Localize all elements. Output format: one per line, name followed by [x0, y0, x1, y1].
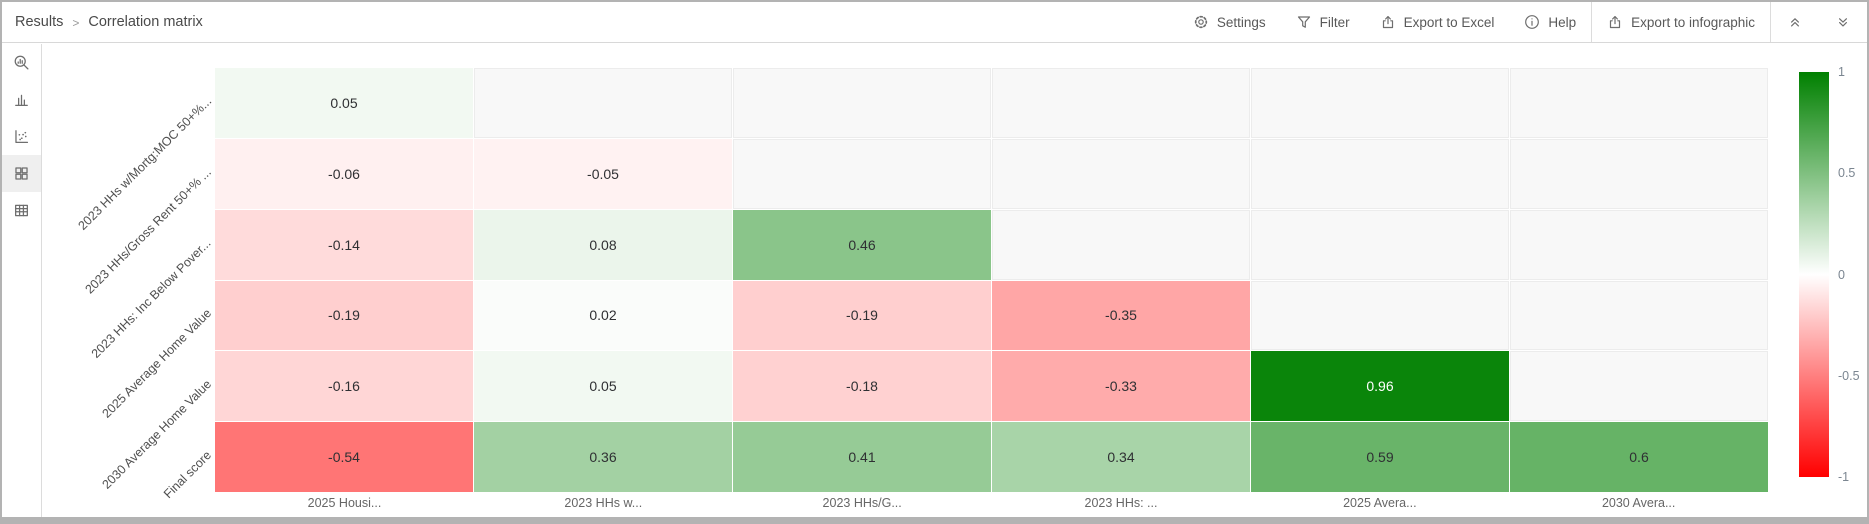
export-infographic-button[interactable]: Export to infographic — [1592, 2, 1770, 42]
scatter-plot-icon — [13, 128, 30, 145]
top-bar: Results > Correlation matrix Settings Fil… — [2, 2, 1867, 43]
gear-icon — [1193, 14, 1209, 30]
export-excel-label: Export to Excel — [1403, 14, 1495, 30]
toolbar-divider — [1591, 2, 1593, 42]
legend-tick-label: -1 — [1838, 470, 1850, 484]
matrix-cell[interactable]: -0.06 — [215, 138, 473, 209]
toolbar-divider — [1770, 2, 1771, 42]
matrix-cell[interactable]: 0.46 — [733, 209, 991, 280]
matrix-cell[interactable]: 0.05 — [474, 351, 732, 422]
export-excel-button[interactable]: Export to Excel — [1365, 2, 1510, 42]
matrix-cell-empty — [1251, 209, 1509, 280]
help-button[interactable]: Help — [1509, 2, 1591, 42]
matrix-cell-empty — [474, 68, 732, 138]
matrix-cell[interactable]: -0.54 — [215, 422, 473, 492]
matrix-cell[interactable]: -0.33 — [992, 351, 1250, 422]
info-circle-icon — [1524, 14, 1540, 30]
matrix-cell[interactable]: -0.05 — [474, 138, 732, 209]
matrix-cell[interactable]: 0.36 — [474, 422, 732, 492]
matrix-cell[interactable]: -0.35 — [992, 280, 1250, 351]
matrix-cell[interactable]: 0.59 — [1251, 422, 1509, 492]
matrix-cell[interactable]: 0.02 — [474, 280, 732, 351]
matrix-row-label: 2023 HHs/Gross Rent 50+% ... — [82, 165, 214, 297]
matrix-cell-empty — [1251, 138, 1509, 209]
export-infographic-label: Export to infographic — [1631, 14, 1755, 30]
matrix-row-label: 2023 HHs: Inc Below Pover... — [89, 235, 214, 361]
export-icon — [1607, 14, 1623, 30]
legend-tick-label: 0 — [1838, 267, 1845, 282]
matrix-cell-empty — [733, 138, 991, 209]
matrix-cell-empty — [992, 68, 1250, 138]
results-sidebar — [2, 44, 42, 517]
filter-button[interactable]: Filter — [1281, 2, 1365, 42]
matrix-cell-empty — [1251, 68, 1509, 138]
matrix-cell-empty — [1510, 209, 1768, 280]
legend-tick-label: 1 — [1838, 65, 1845, 79]
toolbar: Settings Filter Export to Excel Help Export … — [1178, 2, 1867, 42]
matrix-cell-empty — [1251, 280, 1509, 351]
legend-tick-label: -0.5 — [1838, 368, 1860, 383]
matrix-column-label: 2025 Avera... — [1343, 496, 1417, 510]
sidebar-item-matrix[interactable] — [2, 155, 41, 192]
sidebar-item-search[interactable] — [2, 44, 41, 81]
chevron-double-up-icon — [1787, 14, 1803, 30]
matrix-cell-empty — [1510, 138, 1768, 209]
matrix-column-label: 2030 Avera... — [1601, 496, 1676, 510]
sidebar-item-scatter[interactable] — [2, 118, 41, 155]
funnel-icon — [1296, 14, 1312, 30]
matrix-cell[interactable]: 0.6 — [1510, 422, 1768, 492]
page-title: Correlation matrix — [88, 14, 203, 30]
settings-label: Settings — [1216, 14, 1266, 30]
collapse-down-button[interactable] — [1819, 2, 1867, 42]
matrix-cell-empty — [733, 68, 991, 138]
grid-icon — [13, 165, 30, 182]
matrix-cell[interactable]: -0.19 — [215, 280, 473, 351]
matrix-row-label: Final score — [160, 447, 214, 501]
bar-chart-icon — [13, 91, 30, 108]
correlation-matrix: 0.05 -0.06 -0.05 -0.14 0.08 0.46 -0.19 0.02 -0.1… — [215, 68, 1768, 492]
matrix-row-label: 2023 HHs w/Mortg:MOC 50+%... — [75, 94, 214, 234]
matrix-cell[interactable]: 0.34 — [992, 422, 1250, 492]
matrix-column-label: 2025 Housi... — [307, 496, 382, 510]
matrix-column-label: 2023 HHs: ... — [1084, 496, 1158, 510]
legend-color-bar — [1799, 72, 1829, 477]
sidebar-item-bars[interactable] — [2, 81, 41, 118]
matrix-cell-empty — [1510, 351, 1768, 422]
legend-tick-label: 0.5 — [1838, 166, 1856, 181]
matrix-cell[interactable]: -0.14 — [215, 209, 473, 280]
matrix-cell[interactable]: 0.08 — [474, 209, 732, 280]
matrix-cell-empty — [1510, 68, 1768, 138]
matrix-cell-empty — [992, 209, 1250, 280]
collapse-up-button[interactable] — [1771, 2, 1819, 42]
matrix-cell[interactable]: -0.18 — [733, 351, 991, 422]
table-icon — [13, 202, 30, 219]
matrix-cell[interactable]: 0.41 — [733, 422, 991, 492]
matrix-cell[interactable]: 0.96 — [1251, 351, 1509, 422]
breadcrumb-separator-icon: > — [72, 15, 80, 30]
matrix-cell[interactable]: 0.05 — [215, 68, 473, 138]
matrix-cell[interactable]: -0.19 — [733, 280, 991, 351]
matrix-column-label: 2023 HHs/G... — [822, 496, 902, 510]
matrix-column-label: 2023 HHs w... — [564, 496, 643, 510]
breadcrumb: Results > Correlation matrix — [15, 2, 203, 42]
matrix-cell-empty — [992, 138, 1250, 209]
matrix-cell-empty — [1510, 280, 1768, 351]
help-label: Help — [1548, 14, 1577, 30]
breadcrumb-results[interactable]: Results — [15, 14, 64, 30]
matrix-cell[interactable]: -0.16 — [215, 351, 473, 422]
sidebar-item-table[interactable] — [2, 192, 41, 229]
search-stats-icon — [13, 54, 30, 71]
export-icon — [1380, 14, 1396, 30]
filter-label: Filter — [1319, 14, 1350, 30]
settings-button[interactable]: Settings — [1178, 2, 1281, 42]
chevron-double-down-icon — [1835, 14, 1851, 30]
